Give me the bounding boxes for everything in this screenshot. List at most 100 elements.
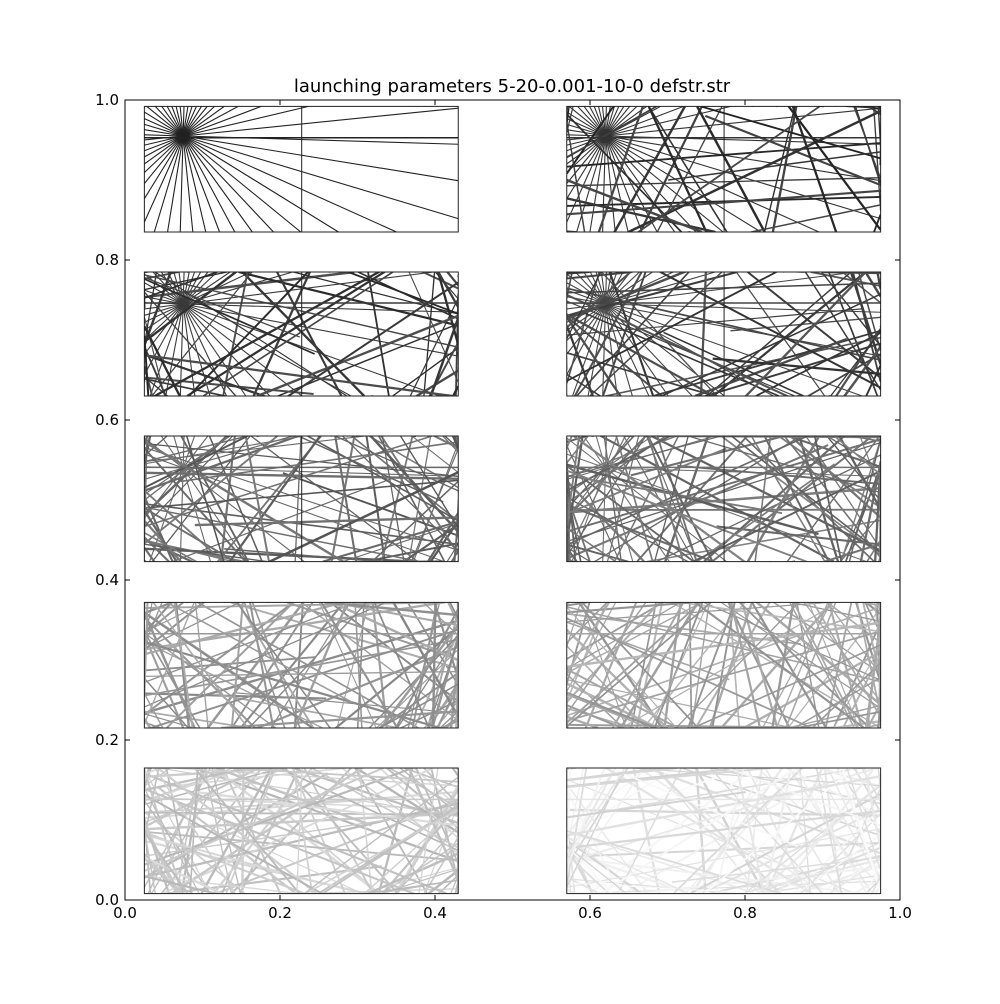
scatter-line [288, 289, 786, 436]
scatter-line [881, 272, 1000, 519]
scatter-line [881, 315, 1000, 408]
scatter-line [0, 691, 144, 723]
scatter-line [327, 232, 615, 431]
scatter-line [458, 509, 647, 867]
scatter-line [490, 41, 567, 441]
scatter-line [881, 458, 1000, 871]
scatter-line [493, 728, 611, 1000]
scatter-line [0, 310, 144, 318]
scatter-line [0, 675, 144, 1000]
scatter-line [881, 760, 1000, 867]
scatter-line [458, 531, 593, 805]
scatter-line [203, 124, 619, 396]
scatter-line [401, 23, 567, 528]
ray-line [183, 136, 458, 219]
scatter-line [881, 218, 981, 663]
scatter-line [881, 102, 957, 311]
scatter-line [458, 297, 535, 448]
y-tick-label: 0.6 [95, 411, 119, 429]
scatter-line [0, 0, 144, 441]
scatter-line [312, 271, 408, 436]
scatter-line [838, 894, 1000, 1000]
scatter-line [814, 1, 880, 178]
scatter-line [458, 827, 494, 1000]
scatter-line [881, 794, 1000, 800]
scatter-line [406, 0, 567, 289]
scatter-line [776, 0, 1000, 106]
scatter-line [0, 442, 144, 668]
scatter-line [0, 894, 167, 1000]
scatter-line [881, 272, 1000, 526]
scatter-line [12, 119, 248, 562]
scatter-line [0, 564, 144, 639]
scatter-line [0, 558, 144, 777]
scatter-line [7, 74, 330, 272]
scatter-line [881, 122, 1000, 649]
scatter-line [390, 562, 678, 569]
scatter-line [494, 726, 567, 1000]
scatter-line [59, 211, 144, 799]
scatter-line [112, 894, 329, 1000]
scatter-line [0, 894, 182, 1000]
scatter-line [458, 815, 531, 985]
scatter-line [458, 884, 953, 1000]
scatter-line [150, 894, 538, 987]
scatter-line [458, 774, 570, 1000]
scatter-line [881, 480, 1000, 790]
scatter-line [543, 894, 725, 1000]
scatter-line [881, 841, 1000, 883]
scatter-line [16, 894, 396, 930]
scatter-line [539, 319, 566, 705]
scatter-line [153, 396, 553, 417]
scatter-line [111, 340, 144, 553]
scatter-line [866, 572, 1000, 894]
ray-line [183, 136, 396, 232]
scatter-line [36, 402, 145, 670]
scatter-line [0, 374, 185, 436]
scatter-line [542, 635, 567, 1000]
scatter-line [881, 243, 949, 528]
scatter-line [0, 216, 458, 448]
scatter-line [356, 57, 458, 444]
scatter-line [500, 894, 575, 1000]
scatter-line [881, 150, 922, 442]
scatter-line [93, 276, 145, 768]
scatter-line [458, 199, 497, 369]
scatter-line [0, 564, 144, 726]
scatter-line [815, 743, 1000, 768]
scatter-line [527, 562, 566, 993]
scatter-line [881, 677, 939, 1000]
scatter-line [439, 208, 661, 272]
scatter-line [232, 165, 345, 272]
scatter-line [881, 367, 1000, 408]
scatter-line [881, 31, 1000, 111]
scatter-line [739, 65, 1000, 272]
scatter-line [638, 562, 796, 591]
scatter-line [19, 720, 568, 728]
scatter-line [0, 603, 144, 1000]
scatter-line [881, 404, 978, 628]
scatter-line [570, 763, 771, 768]
scatter-line [458, 437, 515, 658]
scatter-line [850, 259, 1000, 272]
y-tick-label: 0.8 [95, 251, 119, 269]
scatter-line [881, 772, 1000, 1000]
scatter-line [0, 530, 144, 900]
scatter-line [0, 361, 144, 691]
scatter-line [567, 548, 741, 786]
scatter-line [567, 646, 961, 1000]
scatter-line [23, 894, 277, 1000]
scatter-line [344, 218, 501, 603]
scatter-line [881, 483, 913, 654]
scatter-line [37, 562, 155, 800]
scatter-line [0, 669, 144, 928]
ray-line [183, 136, 206, 232]
scatter-line [458, 516, 510, 795]
scatter-line [881, 0, 972, 210]
scatter-line [545, 93, 567, 550]
scatter-line [869, 106, 1000, 275]
scatter-line [0, 580, 144, 699]
scatter-line [438, 746, 696, 768]
